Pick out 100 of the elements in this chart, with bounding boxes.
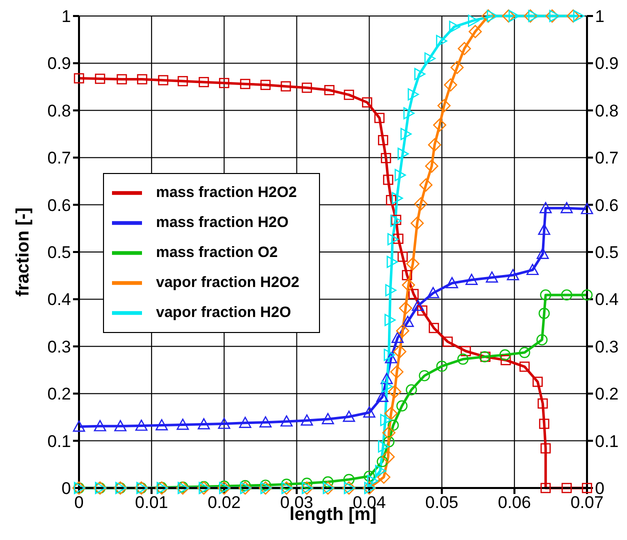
y-tick-label: 0.6 xyxy=(47,196,71,215)
point xyxy=(386,256,398,268)
point xyxy=(72,420,86,432)
x-tick-label: 0.07 xyxy=(570,493,604,512)
point xyxy=(536,248,549,259)
y2-tick-label: 0.2 xyxy=(595,384,619,404)
point xyxy=(408,288,419,300)
point xyxy=(382,450,395,464)
y-tick-label: 0.4 xyxy=(47,290,71,310)
point xyxy=(391,332,404,344)
x-tick-label: 0.05 xyxy=(425,493,458,512)
point xyxy=(362,97,372,108)
point xyxy=(560,202,573,214)
point xyxy=(378,440,390,453)
point xyxy=(446,277,458,288)
y-tick-label: 0 xyxy=(62,479,71,498)
point xyxy=(506,269,520,280)
point xyxy=(377,470,390,484)
point xyxy=(386,194,396,206)
point xyxy=(508,10,520,22)
y2-tick-label: 0.9 xyxy=(595,54,619,74)
point xyxy=(433,118,446,132)
point xyxy=(536,334,548,346)
point xyxy=(378,135,388,146)
point xyxy=(406,384,417,396)
point xyxy=(524,9,537,23)
point xyxy=(519,362,530,372)
point xyxy=(393,344,406,358)
point xyxy=(427,286,440,298)
point xyxy=(396,400,408,412)
y-tick-label: 1 xyxy=(62,7,71,26)
point xyxy=(486,10,498,22)
point xyxy=(260,80,271,90)
point xyxy=(457,354,469,365)
point xyxy=(458,42,471,56)
point xyxy=(460,346,471,356)
point xyxy=(532,376,543,387)
point xyxy=(384,314,396,326)
point xyxy=(566,9,580,23)
point xyxy=(418,370,430,382)
point xyxy=(392,192,403,204)
point xyxy=(384,406,398,420)
point xyxy=(444,78,458,92)
point xyxy=(324,85,334,96)
point xyxy=(322,476,334,488)
point xyxy=(280,415,293,427)
point xyxy=(526,264,539,276)
point xyxy=(417,305,428,316)
point xyxy=(400,128,412,140)
point xyxy=(468,14,480,27)
point xyxy=(468,24,482,38)
point xyxy=(466,274,478,285)
point xyxy=(116,74,127,84)
point xyxy=(540,443,551,454)
point xyxy=(538,308,550,319)
point xyxy=(388,420,399,431)
point xyxy=(344,90,354,100)
point xyxy=(393,234,404,244)
point xyxy=(425,159,438,173)
x-tick-label: 0.06 xyxy=(498,493,531,512)
point xyxy=(449,20,460,33)
point xyxy=(383,174,394,185)
point xyxy=(499,349,511,360)
point xyxy=(546,9,559,23)
legend-label: mass fraction H2O2 xyxy=(156,184,297,202)
point xyxy=(176,418,189,430)
point xyxy=(580,202,594,214)
point xyxy=(398,302,412,315)
point xyxy=(390,365,404,378)
point xyxy=(398,148,409,160)
point xyxy=(156,419,168,430)
point xyxy=(384,348,395,361)
point xyxy=(436,360,448,372)
y-tick-label: 0.8 xyxy=(47,101,71,120)
point xyxy=(240,480,251,492)
x-tick-label: 0 xyxy=(74,493,84,512)
point xyxy=(414,68,426,80)
point xyxy=(376,456,388,468)
point xyxy=(342,410,356,422)
point xyxy=(540,202,552,214)
point xyxy=(424,52,436,65)
point xyxy=(388,385,402,398)
point xyxy=(406,257,420,270)
point xyxy=(219,78,230,88)
point xyxy=(367,474,378,488)
point xyxy=(394,168,406,182)
point xyxy=(403,107,415,120)
y2-tick-label: 0.4 xyxy=(595,290,619,310)
point xyxy=(158,75,168,86)
point xyxy=(114,420,126,432)
y-tick-label: 0.9 xyxy=(47,54,71,74)
y-tick-label: 0.2 xyxy=(47,384,71,404)
y-tick-label: 0.1 xyxy=(47,432,71,451)
point xyxy=(396,324,410,338)
point xyxy=(260,480,272,491)
y-tick-label: 0.3 xyxy=(47,337,71,356)
point xyxy=(375,464,386,478)
point xyxy=(343,474,355,486)
point xyxy=(539,418,550,429)
point xyxy=(500,354,511,366)
